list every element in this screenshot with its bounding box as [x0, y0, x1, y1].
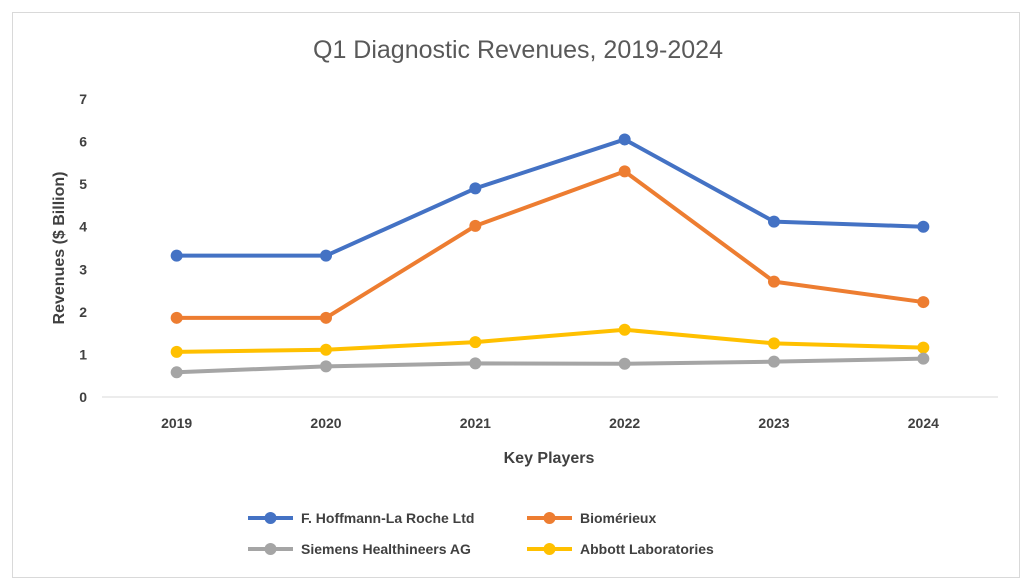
legend-label: Siemens Healthineers AG [301, 541, 471, 557]
data-point [170, 249, 183, 262]
y-axis-title: Revenues ($ Billion) [51, 172, 68, 325]
legend-label: F. Hoffmann-La Roche Ltd [301, 510, 474, 526]
data-point [469, 219, 482, 232]
data-point [917, 220, 930, 233]
data-point [917, 352, 930, 365]
legend-swatch-marker [264, 543, 277, 555]
x-axis-title: Key Players [504, 450, 595, 467]
x-tick-label: 2023 [758, 415, 789, 431]
data-point [618, 133, 631, 146]
data-point [618, 165, 631, 178]
data-point [917, 296, 930, 309]
y-tick-label: 1 [79, 346, 87, 362]
data-point [320, 360, 332, 373]
y-tick-label: 0 [79, 389, 87, 405]
series-line [174, 169, 926, 320]
y-tick-label: 2 [79, 304, 87, 320]
data-point [618, 323, 631, 336]
data-point [768, 275, 780, 288]
data-point [320, 311, 332, 324]
series-line [174, 356, 926, 375]
chart-title: Q1 Diagnostic Revenues, 2019-2024 [313, 36, 723, 64]
data-point [170, 345, 183, 358]
data-point [768, 355, 780, 368]
x-tick-label: 2021 [460, 415, 491, 431]
x-tick-label: 2019 [161, 415, 192, 431]
y-tick-label: 5 [79, 176, 87, 192]
data-point [469, 357, 482, 370]
legend: F. Hoffmann-La Roche Ltd Biomérieux Siemen… [248, 510, 714, 557]
legend-swatch-marker [264, 512, 277, 524]
legend-label: Biomérieux [580, 510, 656, 526]
series-line [174, 137, 926, 258]
x-tick-label: 2024 [908, 415, 939, 431]
y-tick-label: 6 [79, 134, 87, 150]
data-point [320, 343, 332, 356]
legend-label: Abbott Laboratories [580, 541, 714, 557]
chart-frame [12, 12, 1020, 578]
data-point [618, 357, 631, 370]
data-point [768, 215, 780, 228]
data-point [469, 336, 482, 349]
data-point [469, 182, 482, 195]
y-tick-label: 3 [79, 261, 87, 277]
data-point [768, 337, 780, 350]
legend-swatch-marker [543, 543, 556, 555]
y-tick-label: 4 [79, 219, 87, 235]
series-line [174, 327, 926, 354]
data-point [170, 311, 183, 324]
x-tick-label: 2020 [310, 415, 341, 431]
data-point [320, 249, 332, 262]
data-point [917, 341, 930, 354]
plot-area: 0 1 2 3 4 5 6 7 2019 2020 2021 2022 2023 2024 [79, 91, 998, 431]
y-tick-label: 7 [79, 91, 87, 107]
x-tick-label: 2022 [609, 415, 640, 431]
data-point [170, 366, 183, 379]
legend-swatch-marker [543, 512, 556, 524]
